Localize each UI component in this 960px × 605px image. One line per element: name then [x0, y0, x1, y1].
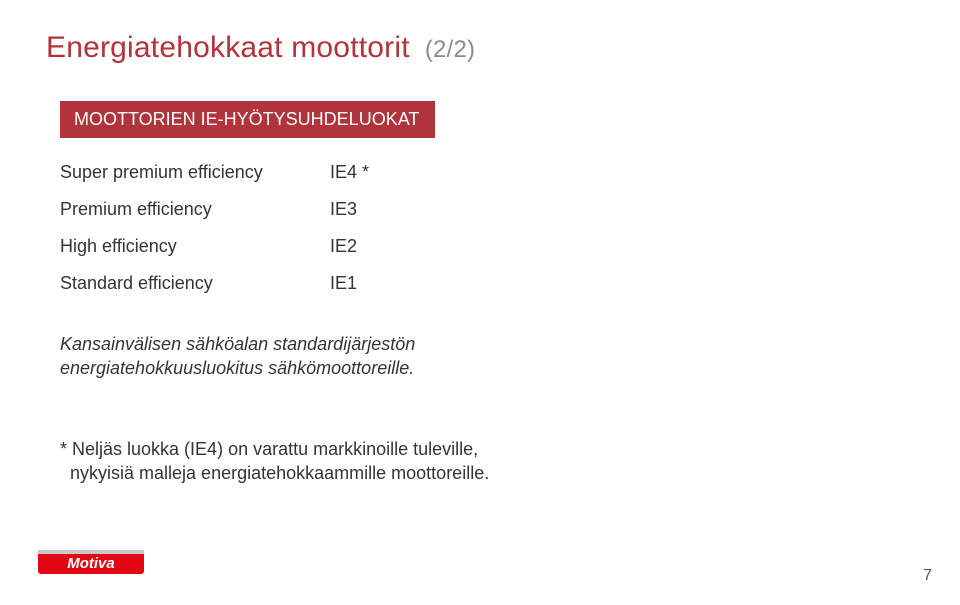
table-row: Standard efficiency IE1: [60, 265, 369, 302]
slide: Energiatehokkaat moottorit (2/2) MOOTTOR…: [0, 0, 960, 605]
footnote-line: * Neljäs luokka (IE4) on varattu markkin…: [60, 439, 478, 459]
table-value: IE1: [330, 265, 369, 302]
efficiency-table: Super premium efficiency IE4 * Premium e…: [60, 154, 369, 302]
table-label: Premium efficiency: [60, 191, 330, 228]
title-suffix: (2/2): [425, 36, 475, 63]
table-row: Super premium efficiency IE4 *: [60, 154, 369, 191]
table-row: Premium efficiency IE3: [60, 191, 369, 228]
caption-line: Kansainvälisen sähköalan standardijärjes…: [60, 334, 415, 354]
page-title: Energiatehokkaat moottorit (2/2): [46, 28, 914, 65]
page-number: 7: [923, 567, 932, 585]
table-value: IE4 *: [330, 154, 369, 191]
table-label: High efficiency: [60, 228, 330, 265]
footnote-line: nykyisiä malleja energiatehokkaammille m…: [70, 463, 489, 483]
table-label: Standard efficiency: [60, 265, 330, 302]
table-row: High efficiency IE2: [60, 228, 369, 265]
content: MOOTTORIEN IE-HYÖTYSUHDELUOKAT Super pre…: [60, 101, 914, 485]
logo-text: Motiva: [67, 555, 115, 572]
section-banner: MOOTTORIEN IE-HYÖTYSUHDELUOKAT: [60, 101, 435, 138]
caption-line: energiatehokkuusluokitus sähkömoottoreil…: [60, 358, 414, 378]
table-value: IE3: [330, 191, 369, 228]
logo-icon: Motiva: [38, 546, 148, 578]
table-value: IE2: [330, 228, 369, 265]
footnote: * Neljäs luokka (IE4) on varattu markkin…: [60, 437, 700, 486]
motiva-logo: Motiva: [38, 546, 148, 583]
caption: Kansainvälisen sähköalan standardijärjes…: [60, 332, 914, 381]
table-label: Super premium efficiency: [60, 154, 330, 191]
title-main: Energiatehokkaat moottorit: [46, 31, 410, 64]
